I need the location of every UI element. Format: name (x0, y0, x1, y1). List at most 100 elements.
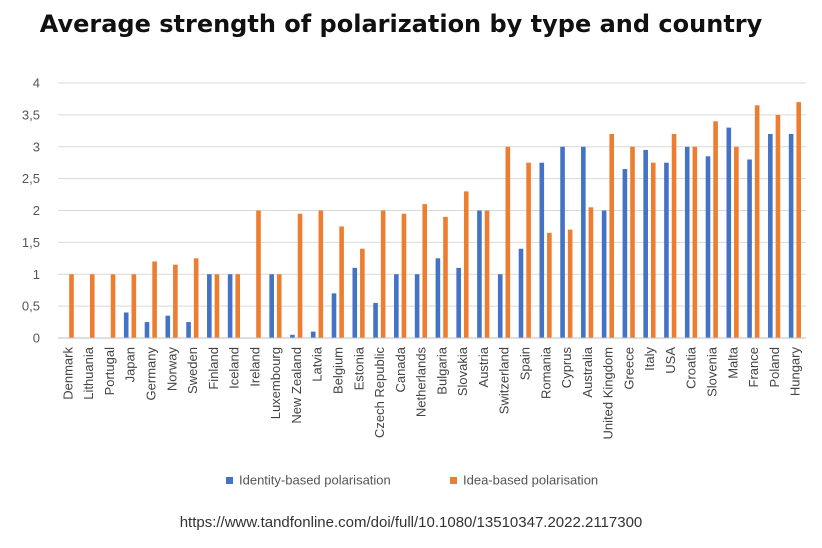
y-tick-label: 0 (33, 331, 40, 346)
bar-identity-croatia (684, 146, 690, 338)
bar-idea-germany (152, 261, 157, 338)
bar-idea-cyprus (567, 229, 573, 338)
x-tick-label: Belgium (331, 347, 346, 394)
bar-idea-czech-republic (380, 210, 386, 338)
bar-identity-france (747, 159, 752, 338)
y-tick-label: 2,5 (22, 171, 40, 186)
bar-idea-sweden (193, 258, 199, 338)
x-tick-label: Iceland (227, 347, 242, 389)
x-tick-label: Latvia (310, 346, 325, 381)
bar-identity-sweden (186, 322, 191, 338)
bar-idea-malta (734, 146, 739, 338)
y-tick-label: 1,5 (22, 235, 40, 250)
x-tick-label: Denmark (60, 347, 75, 400)
bar-idea-poland (775, 114, 781, 338)
bar-idea-luxembourg (276, 274, 282, 338)
bar-idea-france (754, 105, 760, 338)
x-tick-label: New Zealand (289, 347, 304, 424)
bar-identity-germany (144, 322, 150, 338)
legend-swatch (450, 477, 457, 484)
bar-identity-luxembourg (269, 274, 274, 338)
x-tick-label: Cyprus (559, 347, 574, 389)
bar-identity-czech-republic (373, 302, 378, 338)
y-tick-label: 4 (33, 76, 40, 91)
y-axis-ticks: 0 0,5 1 1,5 2 2,5 3 3,5 4 (22, 76, 40, 346)
bar-idea-canada (401, 213, 407, 338)
bar-idea-italy (650, 162, 656, 338)
bar-identity-finland (207, 274, 212, 338)
y-tick-label: 2 (33, 203, 40, 218)
gridlines (58, 82, 806, 307)
bar-identity-netherlands (414, 274, 420, 338)
bar-idea-slovakia (463, 191, 469, 338)
x-tick-label: USA (663, 347, 678, 374)
y-tick-label: 3 (33, 139, 40, 154)
bar-idea-austria (484, 210, 490, 338)
bar-idea-romania (547, 232, 552, 338)
y-tick-label: 0,5 (22, 299, 40, 314)
x-tick-label: Czech Republic (372, 347, 387, 439)
bar-idea-estonia (360, 248, 365, 338)
chart-title: Average strength of polarization by type… (39, 10, 763, 38)
bar-identity-greece (622, 169, 628, 338)
x-tick-label: Lithuania (81, 346, 96, 400)
bar-identity-slovenia (705, 156, 711, 338)
bar-identity-romania (539, 162, 545, 338)
bar-idea-iceland (235, 274, 241, 338)
x-tick-label: Ireland (247, 347, 262, 387)
x-tick-label: Estonia (351, 346, 366, 390)
bar-identity-canada (394, 274, 399, 338)
bar-idea-lithuania (89, 274, 95, 338)
y-tick-label: 3,5 (22, 107, 40, 122)
bar-identity-slovakia (456, 267, 461, 338)
x-tick-label: Spain (518, 347, 533, 380)
bar-identity-poland (768, 134, 773, 338)
x-tick-label: Slovakia (455, 346, 470, 396)
bar-idea-greece (630, 146, 635, 338)
bar-idea-croatia (692, 146, 698, 338)
x-tick-label: Switzerland (497, 347, 512, 414)
y-tick-label: 1 (33, 267, 40, 282)
bars (69, 102, 802, 338)
x-tick-label: Poland (767, 347, 782, 387)
bar-identity-spain (518, 248, 524, 338)
legend-swatch (226, 477, 233, 484)
bar-idea-portugal (110, 274, 116, 338)
x-tick-label: Croatia (684, 346, 699, 389)
legend-label: Idea-based polarisation (463, 473, 598, 488)
legend-label: Identity-based polarisation (239, 473, 391, 488)
bar-idea-slovenia (713, 121, 718, 338)
bar-idea-united-kingdom (609, 134, 615, 338)
x-tick-label: United Kingdom (601, 347, 616, 440)
x-tick-label: Greece (621, 347, 636, 390)
x-tick-label: France (746, 347, 761, 387)
x-tick-label: Finland (206, 347, 221, 390)
x-tick-label: Norway (164, 347, 179, 392)
x-tick-label: Germany (144, 347, 159, 401)
x-tick-label: Sweden (185, 347, 200, 394)
x-tick-label: Hungary (788, 347, 803, 397)
bar-idea-spain (526, 162, 531, 338)
bar-identity-estonia (352, 267, 358, 338)
bar-identity-italy (643, 149, 648, 338)
bar-idea-hungary (796, 102, 802, 338)
bar-idea-japan (131, 274, 137, 338)
bar-idea-australia (588, 207, 594, 338)
x-tick-label: Austria (476, 346, 491, 387)
x-tick-label: Canada (393, 346, 408, 392)
x-tick-label: Malta (725, 346, 740, 379)
bar-idea-netherlands (422, 204, 428, 338)
bar-identity-new-zealand (290, 334, 295, 338)
bar-identity-hungary (788, 134, 794, 338)
x-tick-label: Portugal (102, 347, 117, 396)
bar-idea-finland (214, 274, 220, 338)
x-tick-label: Japan (123, 347, 138, 382)
x-tick-label: Slovenia (705, 346, 720, 397)
source-url: https://www.tandfonline.com/doi/full/10.… (179, 514, 643, 531)
bar-identity-iceland (227, 274, 233, 338)
bar-idea-bulgaria (443, 216, 448, 338)
bar-idea-switzerland (505, 146, 511, 338)
bar-identity-switzerland (497, 274, 503, 338)
bar-identity-austria (477, 210, 482, 338)
